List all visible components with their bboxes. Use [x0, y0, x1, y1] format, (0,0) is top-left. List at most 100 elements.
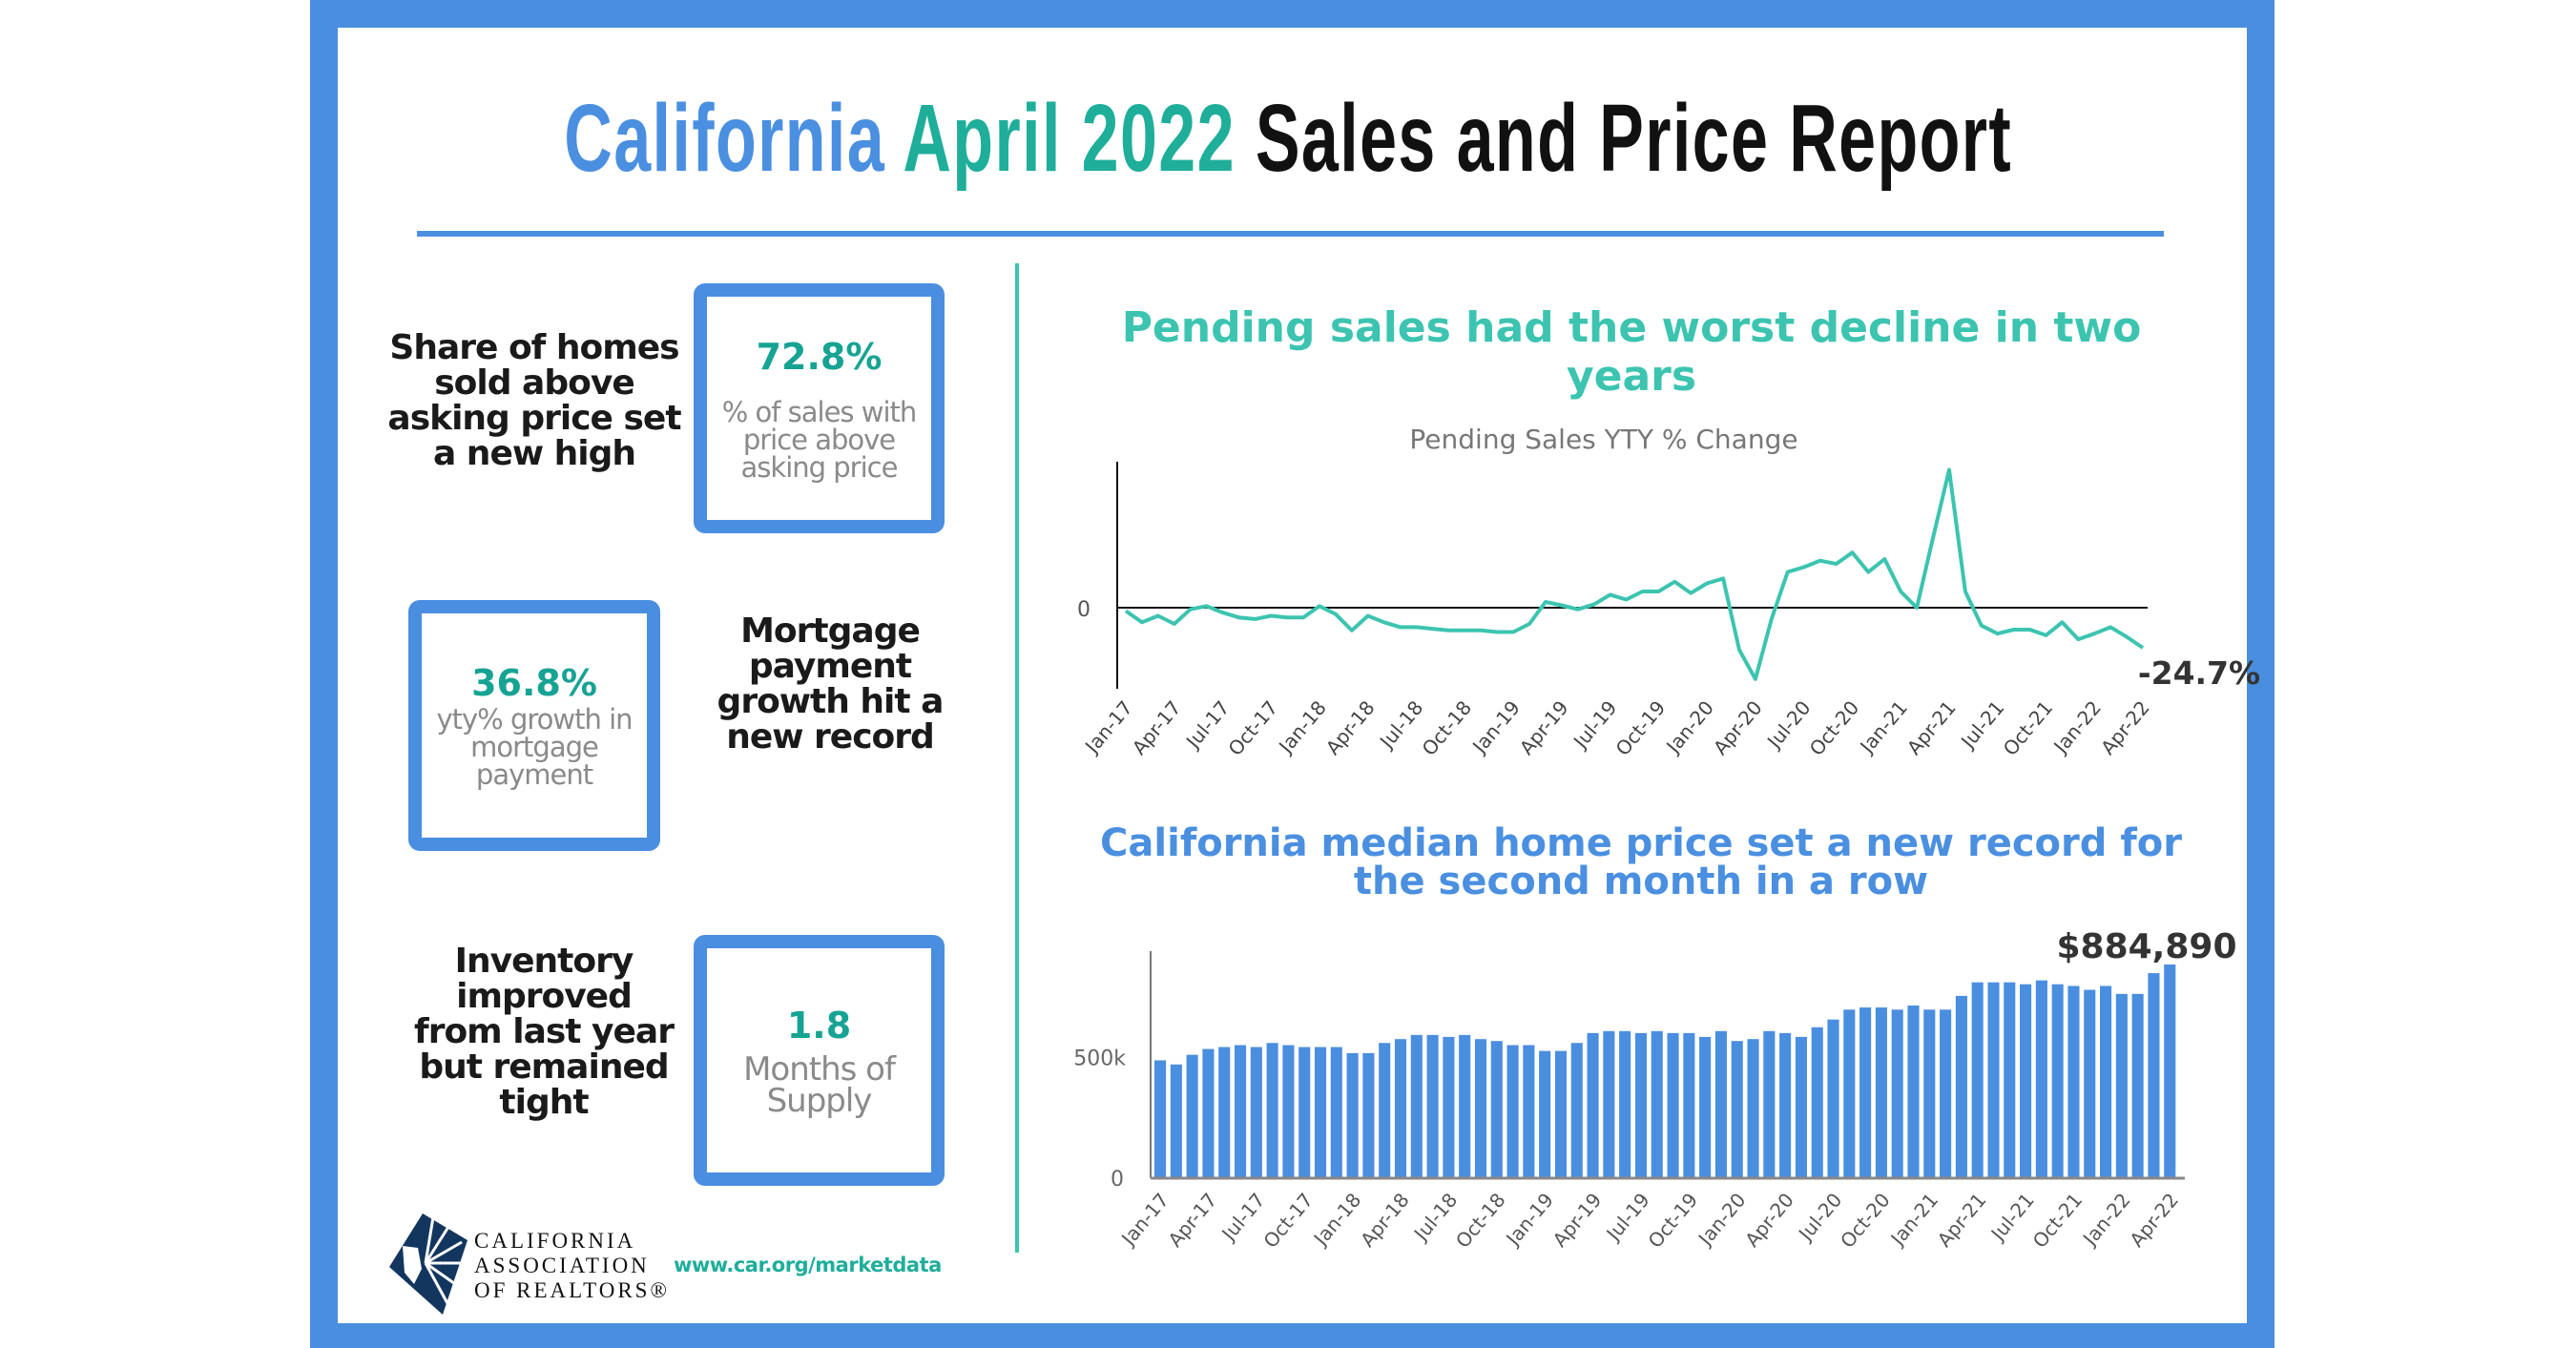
pending-sales-line-chart: 0Jan-17Apr-17Jul-17Oct-17Jan-18Apr-18Jul… — [1077, 462, 2260, 760]
bar — [1266, 1043, 1278, 1178]
x-tick-label: Jan-19 — [1466, 696, 1524, 759]
bar — [1714, 1030, 1727, 1178]
stat-value: 1.8 — [786, 1004, 852, 1047]
title-state: California — [564, 85, 885, 192]
x-tick-label: Apr-22 — [2096, 696, 2154, 759]
last-value-label: $884,890 — [2056, 927, 2236, 966]
bar — [1474, 1039, 1487, 1178]
x-tick-label: Jan-18 — [1273, 696, 1330, 759]
x-tick-label: Apr-20 — [1709, 696, 1767, 759]
x-tick-label: Oct-17 — [1224, 696, 1283, 760]
bar — [1795, 1036, 1807, 1178]
logo-line: OF REALTORS® — [474, 1278, 670, 1302]
x-tick-label: Oct-19 — [1611, 696, 1671, 760]
line-chart-title: Pending Sales YTY % Change — [1409, 424, 1797, 455]
y-tick-label: 0 — [1077, 598, 1091, 622]
logo-line: CALIFORNIA — [474, 1229, 636, 1253]
x-tick-label: Oct-18 — [1418, 696, 1477, 760]
stat-label: Months of — [743, 1049, 896, 1089]
bar — [1683, 1032, 1695, 1178]
x-tick-label: Oct-20 — [1805, 696, 1864, 760]
bar — [1955, 995, 1967, 1178]
bar — [1459, 1034, 1471, 1178]
bar — [1667, 1032, 1679, 1178]
statement-line: improved — [456, 977, 633, 1016]
bar — [1554, 1050, 1568, 1178]
x-tick-label: Jan-17 — [1115, 1189, 1173, 1252]
bar — [1362, 1052, 1375, 1178]
bar — [1940, 1009, 1952, 1178]
x-tick-label: Oct-20 — [1836, 1189, 1895, 1253]
bar — [1587, 1032, 1599, 1178]
x-tick-label: Oct-19 — [1644, 1189, 1703, 1253]
bar — [1971, 982, 1984, 1178]
stat-statement-above-asking: Share of homes sold above asking price s… — [367, 330, 701, 471]
statement-line: growth hit a — [717, 682, 945, 721]
bar — [1539, 1050, 1551, 1178]
bar — [1859, 1007, 1872, 1178]
bar — [1394, 1039, 1407, 1178]
x-tick-label: Apr-21 — [1902, 696, 1961, 759]
x-tick-label: Apr-17 — [1163, 1189, 1221, 1252]
stat-label: asking price — [740, 450, 899, 484]
x-tick-label: Oct-21 — [1999, 696, 2058, 760]
bar — [1443, 1036, 1455, 1178]
page-title: California April 2022 Sales and Price Re… — [0, 84, 2576, 194]
bar — [1218, 1047, 1231, 1178]
car-logo-text: CALIFORNIA ASSOCIATION OF REALTORS® — [474, 1229, 670, 1303]
market-data-link[interactable]: www.car.org/marketdata — [674, 1254, 942, 1276]
stat-box-above-asking: 72.8% % of sales with price above asking… — [694, 283, 945, 533]
statement-line: but remained — [419, 1047, 669, 1087]
stat-value: 36.8% — [471, 662, 597, 704]
x-tick-label: Jan-22 — [2077, 1189, 2134, 1252]
bar — [1170, 1064, 1182, 1178]
stat-label: price above — [742, 423, 896, 456]
title-report: Sales and Price Report — [1255, 85, 2012, 192]
bar — [2164, 964, 2176, 1178]
x-tick-label: Jan-20 — [1660, 696, 1717, 759]
bar — [2067, 985, 2080, 1178]
stat-statement-mortgage: Mortgage payment growth hit a new record — [687, 613, 973, 755]
bar — [1619, 1030, 1631, 1178]
statement-line: new record — [726, 717, 935, 757]
logo-line: ASSOCIATION — [474, 1254, 650, 1277]
x-tick-label: Oct-17 — [1258, 1189, 1318, 1253]
bar — [2035, 980, 2047, 1178]
stat-box-inventory: 1.8 Months of Supply — [694, 935, 945, 1186]
statement-line: tight — [499, 1083, 589, 1122]
bar — [1731, 1041, 1743, 1178]
bar — [1651, 1030, 1663, 1178]
pending-sales-series — [1124, 467, 2145, 681]
headline-line: California median home price set a new r… — [1100, 821, 2182, 865]
x-tick-label: Apr-17 — [1128, 696, 1186, 759]
bar — [1779, 1032, 1792, 1178]
x-tick-label: Jan-22 — [2048, 696, 2106, 759]
bar — [1346, 1052, 1359, 1178]
bar — [2020, 984, 2032, 1178]
bar — [1763, 1030, 1776, 1178]
stat-box-mortgage: 36.8% yty% growth in mortgage payment — [408, 600, 660, 851]
y-tick-label: 500k — [1073, 1047, 1126, 1070]
bar — [1891, 1009, 1903, 1178]
title-divider — [417, 231, 2164, 237]
bar — [2131, 993, 2144, 1178]
x-tick-label: Jan-20 — [1693, 1189, 1750, 1252]
x-tick-label: Apr-21 — [1933, 1189, 1991, 1252]
statement-line: Inventory — [454, 942, 634, 981]
x-tick-label: Apr-22 — [2125, 1189, 2183, 1252]
stat-statement-inventory: Inventory improved from last year but re… — [391, 944, 696, 1120]
bar — [1875, 1007, 1887, 1178]
last-value-label: -24.7% — [2138, 654, 2260, 692]
bar — [1811, 1027, 1823, 1178]
x-tick-label: Jan-17 — [1079, 696, 1136, 759]
bar — [1603, 1030, 1615, 1178]
statement-line: from last year — [414, 1012, 675, 1051]
stat-label: payment — [475, 758, 593, 791]
bar — [2004, 982, 2016, 1178]
bar — [1154, 1060, 1167, 1178]
headline-line: the second month in a row — [1353, 860, 1929, 903]
x-tick-label: Jan-21 — [1885, 1189, 1942, 1252]
bar — [1410, 1034, 1423, 1178]
bar — [2115, 993, 2128, 1178]
